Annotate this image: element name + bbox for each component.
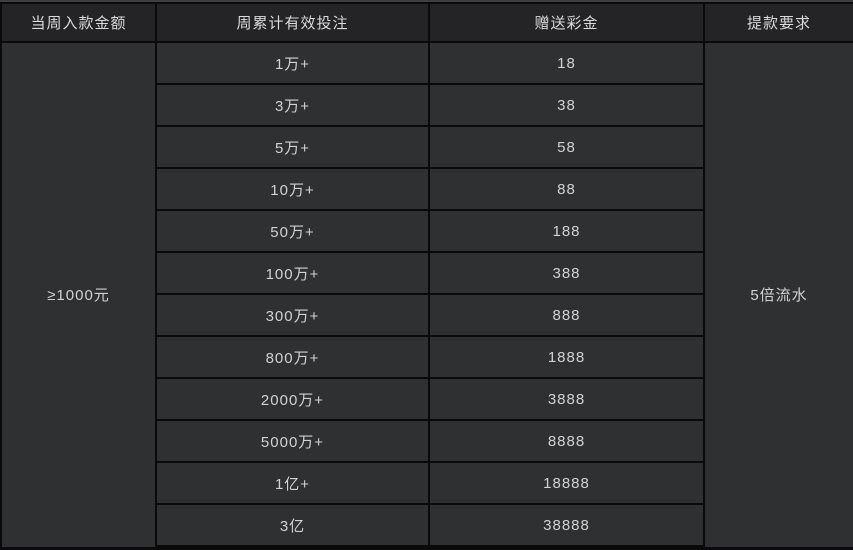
table-row: 10万+ 88 xyxy=(1,167,853,211)
bonus-amount-cell: 888 xyxy=(428,293,705,337)
header-withdrawal: 提款要求 xyxy=(703,2,853,43)
deposit-requirement-cell: ≥1000元 xyxy=(0,41,157,549)
header-bonus: 赠送彩金 xyxy=(428,2,705,43)
bonus-amount-cell: 3888 xyxy=(428,377,705,421)
bet-tier-cell: 5000万+ xyxy=(155,419,430,463)
bonus-amount-cell: 58 xyxy=(428,125,705,169)
bonus-amount-cell: 18 xyxy=(428,41,705,85)
bonus-amount-cell: 8888 xyxy=(428,419,705,463)
bet-tier-cell: 100万+ xyxy=(155,251,430,295)
bet-tier-cell: 1亿+ xyxy=(155,461,430,505)
table-row: 2000万+ 3888 xyxy=(1,377,853,421)
bet-tier-cell: 3亿 xyxy=(155,503,430,550)
bet-tier-cell: 1万+ xyxy=(155,41,430,85)
bet-tier-cell: 50万+ xyxy=(155,209,430,253)
bet-tier-cell: 5万+ xyxy=(155,125,430,169)
bonus-amount-cell: 38 xyxy=(428,83,705,127)
bonus-amount-cell: 388 xyxy=(428,251,705,295)
table-row: 50万+ 188 xyxy=(1,209,853,253)
withdrawal-requirement-cell: 5倍流水 xyxy=(703,41,853,549)
bonus-amount-cell: 188 xyxy=(428,209,705,253)
table-row: ≥1000元 1万+ 18 5倍流水 xyxy=(0,41,853,549)
bet-tier-cell: 3万+ xyxy=(155,83,430,127)
table-row: 800万+ 1888 xyxy=(1,335,853,379)
table-row: 3万+ 38 xyxy=(1,83,853,127)
header-deposit: 当周入款金额 xyxy=(0,2,157,43)
bet-tier-cell: 2000万+ xyxy=(155,377,430,421)
bonus-amount-cell: 38888 xyxy=(428,503,705,550)
bonus-amount-cell: 1888 xyxy=(428,335,705,379)
table-row: 5000万+ 8888 xyxy=(1,419,853,463)
header-bet: 周累计有效投注 xyxy=(155,2,430,43)
header-row: 当周入款金额 周累计有效投注 赠送彩金 提款要求 xyxy=(0,2,853,43)
bet-tier-cell: 300万+ xyxy=(155,293,430,337)
bonus-amount-cell: 18888 xyxy=(428,461,705,505)
table-row: 1亿+ 18888 xyxy=(1,461,853,505)
table-row: 100万+ 388 xyxy=(1,251,853,295)
table-row: 5万+ 58 xyxy=(1,125,853,169)
bet-tier-cell: 800万+ xyxy=(155,335,430,379)
bonus-amount-cell: 88 xyxy=(428,167,705,211)
bet-tier-cell: 10万+ xyxy=(155,167,430,211)
table-row: 300万+ 888 xyxy=(1,293,853,337)
